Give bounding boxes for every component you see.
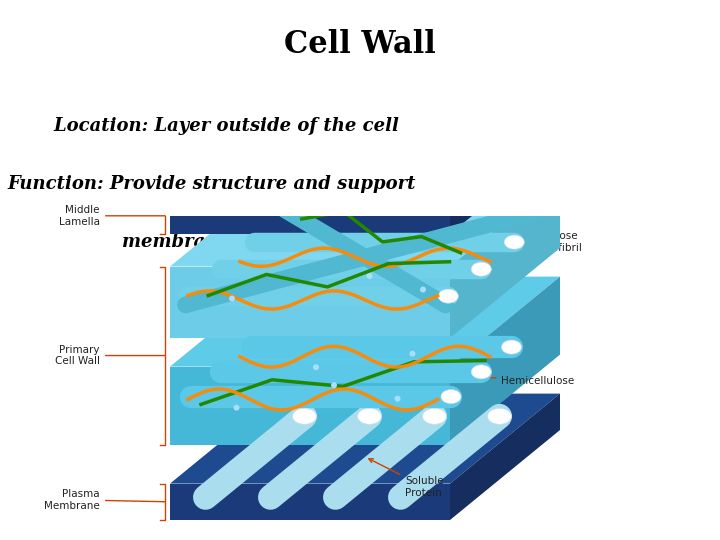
Text: Hemicellulose: Hemicellulose [471, 374, 575, 386]
Polygon shape [170, 484, 450, 520]
Polygon shape [469, 0, 623, 135]
Ellipse shape [487, 408, 511, 424]
Circle shape [410, 350, 415, 357]
Ellipse shape [502, 340, 521, 354]
Circle shape [379, 35, 384, 40]
Ellipse shape [369, 114, 410, 134]
Polygon shape [450, 276, 560, 444]
Polygon shape [170, 198, 450, 234]
Polygon shape [170, 276, 560, 367]
Ellipse shape [504, 235, 524, 249]
Polygon shape [450, 177, 560, 338]
Polygon shape [139, 109, 469, 135]
Text: Location: Layer outside of the cell: Location: Layer outside of the cell [29, 117, 399, 134]
Ellipse shape [253, 124, 302, 148]
Ellipse shape [472, 365, 491, 379]
Text: Soluble
Protein: Soluble Protein [369, 459, 444, 497]
Polygon shape [170, 394, 560, 484]
Polygon shape [170, 177, 560, 267]
Text: Cell Wall: Cell Wall [284, 29, 436, 60]
Circle shape [331, 382, 337, 388]
Circle shape [313, 364, 319, 370]
Polygon shape [170, 367, 450, 444]
Ellipse shape [472, 262, 491, 276]
Ellipse shape [441, 389, 461, 403]
Circle shape [366, 273, 372, 279]
Polygon shape [139, 0, 623, 109]
Circle shape [420, 287, 426, 293]
Ellipse shape [292, 408, 317, 424]
Ellipse shape [423, 408, 446, 424]
Polygon shape [450, 394, 560, 520]
Polygon shape [170, 107, 560, 198]
Polygon shape [170, 267, 450, 338]
Circle shape [266, 62, 271, 68]
Text: Plasma
Membrane: Plasma Membrane [44, 489, 165, 511]
Text: Function: Provide structure and support: Function: Provide structure and support [7, 175, 415, 193]
Text: Middle
Lamella: Middle Lamella [59, 205, 165, 227]
Polygon shape [194, 0, 623, 64]
Circle shape [395, 396, 400, 402]
Polygon shape [450, 107, 560, 234]
Ellipse shape [358, 408, 382, 424]
Circle shape [229, 295, 235, 301]
Text: Pectin: Pectin [0, 539, 1, 540]
Text: Cellulose
Microfibril: Cellulose Microfibril [499, 232, 582, 257]
Circle shape [322, 48, 328, 54]
Circle shape [233, 404, 240, 411]
Text: membrane in some organisms: membrane in some organisms [72, 233, 426, 251]
Ellipse shape [438, 289, 458, 303]
Text: Primary
Cell Wall: Primary Cell Wall [55, 345, 165, 366]
